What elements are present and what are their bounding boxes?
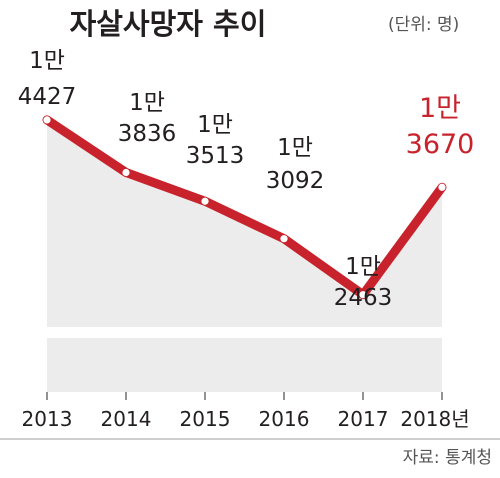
axis-break-band (47, 338, 442, 392)
x-tick-label: 2013 (22, 407, 73, 431)
unit-note: (단위: 명) (388, 15, 459, 35)
data-point-2016 (280, 235, 288, 243)
value-label-number: 3836 (118, 121, 177, 147)
x-tick-label: 2016 (259, 407, 310, 431)
value-label-number: 4427 (18, 84, 77, 110)
value-label-number: 3513 (186, 143, 245, 169)
value-label-number: 2463 (334, 285, 393, 311)
x-tick-label: 2018년 (400, 407, 469, 431)
source-note: 자료: 통계청 (403, 448, 492, 468)
value-label-prefix: 1만 (277, 135, 313, 161)
value-label-prefix: 1만 (29, 48, 65, 74)
value-label-prefix: 1만 (129, 90, 165, 116)
x-tick-label: 2017 (338, 407, 389, 431)
data-point-2018 (438, 183, 446, 191)
value-label-prefix: 1만 (197, 112, 233, 138)
series-line (42, 115, 447, 300)
value-label-number: 3092 (266, 168, 325, 194)
x-tick-label: 2015 (180, 407, 231, 431)
x-tick-label: 2014 (101, 407, 152, 431)
chart-title: 자살사망자 추이 (70, 7, 267, 41)
data-point-2015 (201, 197, 209, 205)
value-label-number: 3670 (406, 129, 475, 160)
data-point-2017 (359, 291, 367, 299)
value-label-prefix: 1만 (345, 254, 381, 280)
data-point-2013 (43, 116, 51, 124)
value-label-prefix: 1만 (419, 93, 461, 124)
data-point-2014 (122, 168, 130, 177)
